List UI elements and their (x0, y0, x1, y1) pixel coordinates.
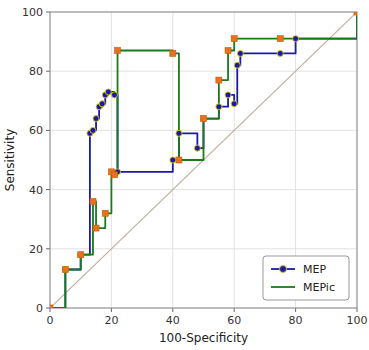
square-marker (50, 305, 53, 308)
y-grid-line (50, 71, 357, 72)
square-marker (216, 77, 222, 83)
x-tick-label: 100 (347, 314, 368, 327)
reference-line (50, 12, 357, 308)
circle-marker (194, 145, 200, 151)
plot-frame (50, 12, 357, 308)
square-marker (62, 267, 68, 273)
circle-marker (176, 130, 182, 136)
circle-marker (234, 62, 240, 68)
x-tick-label: 80 (289, 314, 303, 327)
square-marker (111, 172, 117, 178)
circle-marker (78, 252, 84, 258)
circle-marker (99, 101, 105, 107)
data-layer (50, 12, 357, 308)
circle-marker (237, 50, 243, 56)
y-tick-label: 0 (36, 302, 43, 315)
y-tick (46, 71, 50, 72)
circle-marker (277, 50, 283, 56)
square-marker (277, 36, 283, 42)
circle-marker (216, 104, 222, 110)
y-axis-label: Sensitivity (3, 129, 17, 191)
square-marker (354, 12, 357, 15)
series-line (50, 12, 357, 308)
circle-marker (93, 116, 99, 122)
y-grid-line (50, 189, 357, 190)
y-tick-label: 100 (22, 6, 43, 19)
y-tick (46, 130, 50, 131)
legend-box (263, 256, 349, 300)
x-tick (172, 308, 173, 312)
y-grid-line (50, 248, 357, 249)
y-tick-label: 20 (29, 243, 43, 256)
x-grid-line (111, 12, 112, 308)
circle-marker (201, 116, 207, 122)
square-marker (201, 116, 207, 122)
circle-marker (354, 12, 357, 15)
y-tick (46, 12, 50, 13)
chart: 0 20 40 60 80 100 0 20 40 60 80 100 100-Specificity S… (0, 0, 369, 350)
square-marker (78, 252, 84, 258)
x-tick-label: 0 (47, 314, 54, 327)
square-marker (225, 47, 231, 53)
legend-label: MEPic (303, 281, 335, 294)
square-marker (176, 157, 182, 163)
square-marker (231, 36, 237, 42)
x-tick (50, 308, 51, 312)
circle-marker (293, 36, 299, 42)
y-tick-label: 80 (29, 65, 43, 78)
x-tick-label: 20 (104, 314, 118, 327)
x-tick (234, 308, 235, 312)
legend-label: MEP (303, 263, 326, 276)
square-marker (115, 47, 121, 53)
circle-marker (62, 267, 68, 273)
legend-marker (280, 266, 287, 273)
circle-marker (105, 89, 111, 95)
y-tick (46, 189, 50, 190)
square-marker (90, 198, 96, 204)
y-tick (46, 248, 50, 249)
circle-marker (111, 92, 117, 98)
circle-marker (231, 101, 237, 107)
legend-line (271, 286, 295, 288)
square-marker (102, 210, 108, 216)
y-tick-label: 40 (29, 184, 43, 197)
x-axis-label: 100-Specificity (159, 331, 248, 345)
y-tick (46, 308, 50, 309)
square-marker (170, 50, 176, 56)
square-marker (93, 225, 99, 231)
x-tick-label: 60 (227, 314, 241, 327)
circle-marker (50, 305, 53, 308)
x-tick (111, 308, 112, 312)
plot-background (50, 12, 357, 308)
circle-marker (90, 127, 96, 133)
y-tick-label: 60 (29, 124, 43, 137)
x-tick (357, 308, 358, 312)
legend: MEP MEPic (263, 256, 349, 300)
x-grid-line (234, 12, 235, 308)
x-tick (295, 308, 296, 312)
series-line (50, 12, 357, 308)
markers (50, 12, 357, 308)
lines (50, 12, 357, 308)
grid (50, 12, 357, 308)
x-tick-label: 40 (166, 314, 180, 327)
circle-marker (170, 157, 176, 163)
circle-marker (225, 92, 231, 98)
